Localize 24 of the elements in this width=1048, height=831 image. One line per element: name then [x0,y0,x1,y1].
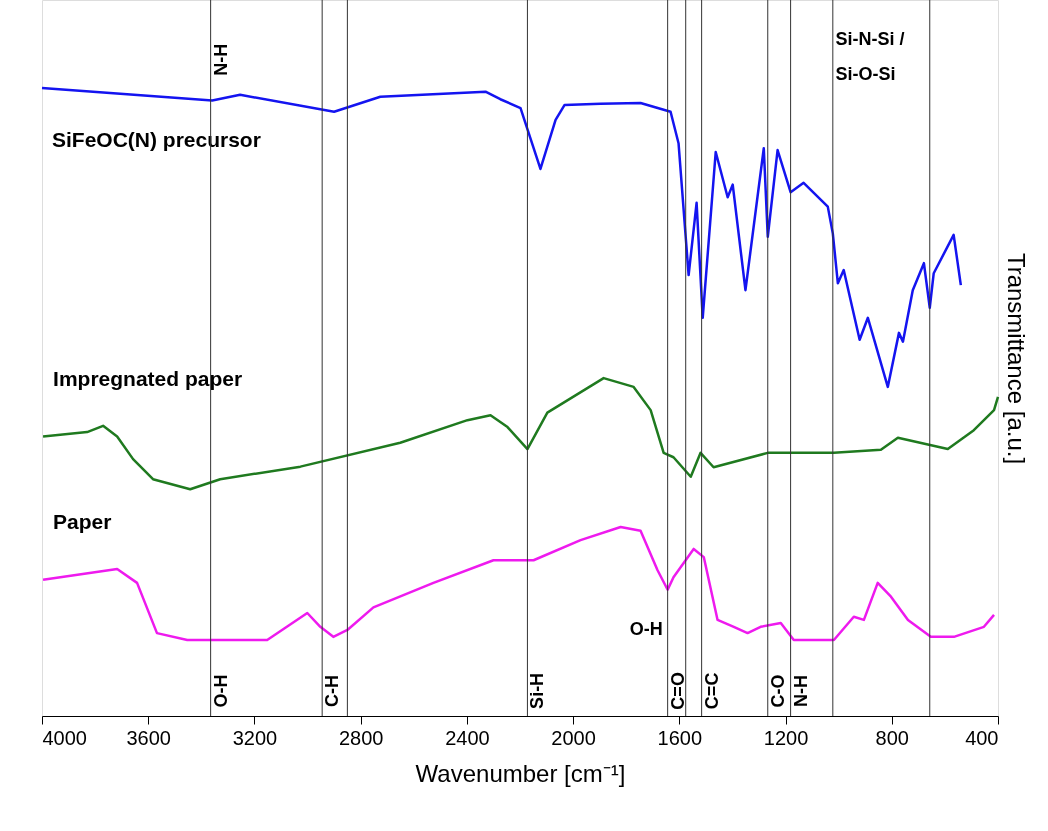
annotation: Si-H [527,672,548,709]
x-tick-label: 2000 [551,726,596,749]
annotation: O-H [210,674,231,708]
text: Si-O-Si [835,64,896,84]
x-tick-label: 2800 [338,726,384,749]
annotation: N-H [210,43,231,76]
text: Si-N-Si / [835,29,905,49]
annotation: C-H [322,674,343,707]
annotation: C=C [701,672,722,710]
annotation: C=O [667,672,688,710]
x-tick-label: 3200 [232,726,278,749]
x-axis-title: Wavenumber [cm⁻¹] [415,759,626,787]
x-tick-label: 1600 [657,726,703,749]
series-label: Paper [53,510,112,534]
annotation: N-H [790,674,811,707]
annotation: C-O [767,674,788,708]
x-tick-label: 800 [875,726,909,749]
y-axis-title: Transmittance [a.u.] [1002,252,1030,465]
x-tick-label: 4000 [42,726,87,749]
x-tick-label: 400 [965,726,999,749]
x-tick-label: 3600 [126,726,171,749]
x-tick-label: 2400 [445,726,490,749]
annotation: O-H [629,618,663,639]
x-tick-label: 1200 [763,726,809,749]
